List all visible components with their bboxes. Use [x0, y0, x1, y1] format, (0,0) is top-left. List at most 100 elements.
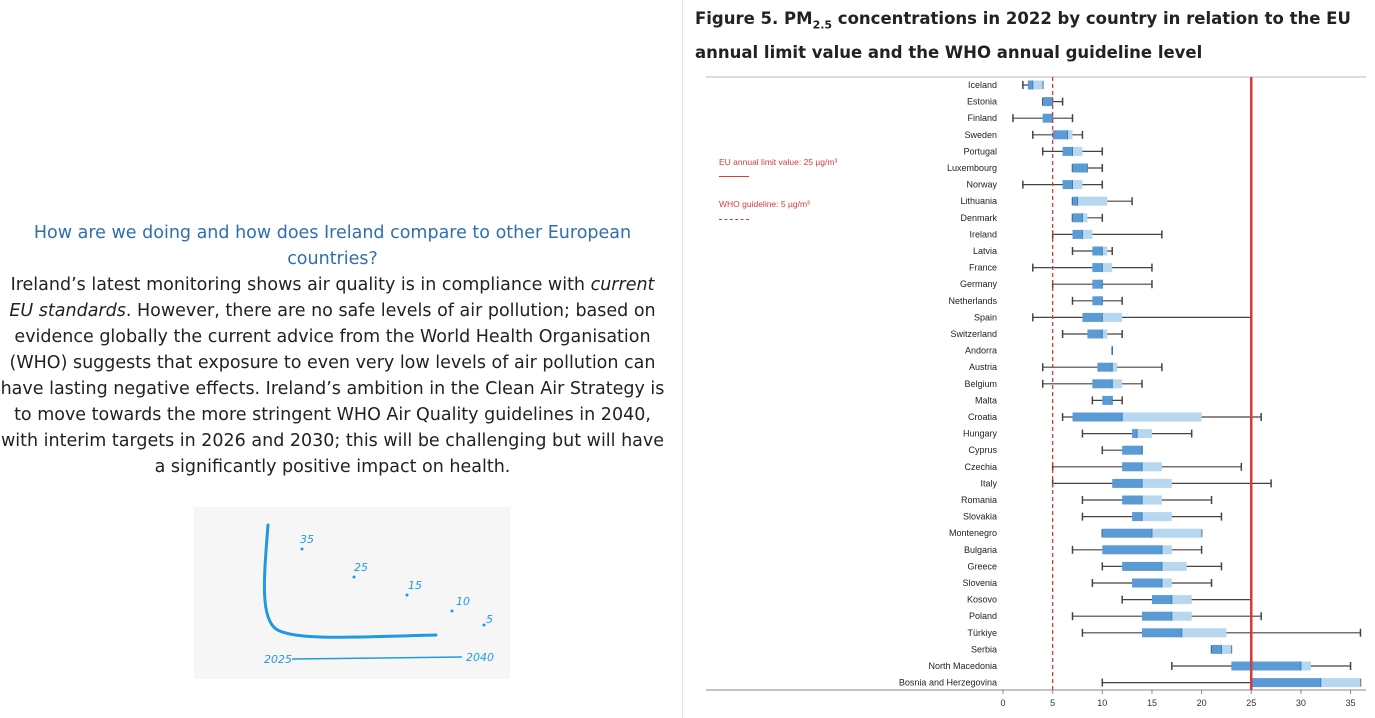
box-lower-half	[1052, 130, 1068, 140]
box-upper-half	[1082, 213, 1088, 223]
figure-title-suffix: concentrations in 2022 by country in rel…	[695, 9, 1351, 63]
box-lower-half	[1122, 561, 1162, 571]
handwritten-sketch: 35 25 15 10 5 2025 2040	[194, 507, 510, 679]
box-upper-half	[1137, 429, 1152, 439]
section-question: How are we doing and how does Ireland co…	[33, 223, 632, 269]
x-tick-label: 0	[1000, 698, 1005, 708]
country-label: Spain	[974, 312, 997, 322]
body-text-part-2: . However, there are no safe levels of a…	[0, 301, 665, 477]
box-lower-half	[1112, 478, 1143, 488]
country-label: Poland	[969, 611, 997, 621]
box-upper-half	[1112, 379, 1123, 389]
country-label: Türkiye	[967, 628, 997, 638]
country-label: Malta	[975, 395, 997, 405]
box-upper-half	[1102, 263, 1113, 273]
box-lower-half	[1251, 678, 1321, 688]
box-lower-half	[1042, 97, 1053, 107]
box-lower-half	[1072, 412, 1123, 422]
box-lower-half	[1092, 263, 1103, 273]
body-text-part-1: Ireland’s latest monitoring shows air qu…	[10, 275, 591, 295]
box-upper-half	[1102, 329, 1108, 339]
country-label: Iceland	[968, 80, 997, 90]
box-upper-half	[1112, 362, 1118, 372]
box-upper-half	[1082, 229, 1093, 239]
box-lower-half	[1092, 246, 1103, 256]
country-label: Belgium	[964, 379, 997, 389]
country-label: Austria	[969, 362, 997, 372]
x-tick-label: 20	[1197, 698, 1207, 708]
box-upper-half	[1122, 412, 1202, 422]
country-label: Kosovo	[967, 595, 997, 605]
box-upper-half	[1102, 312, 1123, 322]
box-lower-half	[1122, 445, 1143, 455]
box-upper-half	[1161, 545, 1172, 555]
box-upper-half	[1171, 595, 1192, 605]
intro-text-block: How are we doing and how does Ireland co…	[0, 220, 665, 480]
x-tick-label: 5	[1050, 698, 1055, 708]
country-label: Croatia	[968, 412, 997, 422]
country-label: Finland	[967, 113, 997, 123]
box-lower-half	[1132, 578, 1162, 588]
box-upper-half	[1102, 246, 1108, 256]
box-upper-half	[1142, 478, 1172, 488]
sketch-drawing: 35 25 15 10 5 2025 2040	[262, 523, 494, 666]
box-lower-half	[1102, 395, 1113, 405]
box-lower-half	[1211, 644, 1222, 654]
country-label: Cyprus	[968, 445, 997, 455]
box-upper-half	[1032, 80, 1043, 90]
country-label: Hungary	[963, 429, 998, 439]
sketch-label-35: 35	[300, 533, 314, 546]
box-lower-half	[1092, 296, 1103, 306]
box-upper-half	[1072, 180, 1083, 190]
box-lower-half	[1062, 146, 1073, 156]
box-upper-half	[1142, 512, 1172, 522]
box-lower-half	[1132, 429, 1138, 439]
country-label: Serbia	[971, 644, 997, 654]
box-lower-half	[1142, 628, 1182, 638]
country-label: Bosnia and Herzegovina	[899, 678, 997, 688]
box-upper-half	[1142, 495, 1162, 505]
country-label: Denmark	[960, 213, 997, 223]
sketch-label-2040: 2040	[466, 651, 494, 664]
country-label: Switzerland	[950, 329, 997, 339]
country-label: Greece	[967, 561, 997, 571]
figure-title: Figure 5. PM2.5 concentrations in 2022 b…	[695, 5, 1355, 67]
box-upper-half	[1171, 611, 1192, 621]
country-label: Andorra	[965, 346, 997, 356]
sketch-label-25: 25	[354, 561, 368, 574]
x-tick-label: 15	[1147, 698, 1157, 708]
sketch-label-5: 5	[486, 613, 493, 626]
country-label: Ireland	[969, 229, 997, 239]
country-label: Portugal	[963, 146, 997, 156]
figure-title-subscript: 2.5	[812, 18, 833, 32]
box-upper-half	[1151, 528, 1202, 538]
country-label: Estonia	[967, 97, 997, 107]
box-lower-half	[1072, 163, 1088, 173]
x-tick-label: 35	[1346, 698, 1356, 708]
box-lower-half	[1042, 113, 1053, 123]
box-lower-half	[1132, 512, 1143, 522]
country-label: Netherlands	[948, 296, 997, 306]
box-upper-half	[1072, 146, 1083, 156]
box-upper-half	[1077, 196, 1108, 206]
box-lower-half	[1092, 379, 1113, 389]
country-label: Germany	[960, 279, 998, 289]
body-text-emphasis: current EU standards	[9, 275, 655, 321]
box-lower-half	[1102, 545, 1162, 555]
country-label: Latvia	[973, 246, 997, 256]
country-label: Lithuania	[960, 196, 997, 206]
box-upper-half	[1221, 644, 1232, 654]
box-upper-half	[1161, 561, 1187, 571]
box-upper-half	[1067, 130, 1073, 140]
box-lower-half	[1087, 329, 1103, 339]
sketch-label-10: 10	[456, 595, 470, 608]
country-label: Luxembourg	[947, 163, 997, 173]
box-upper-half	[1300, 661, 1311, 671]
box-lower-half	[1072, 213, 1083, 223]
country-label: Italy	[980, 478, 997, 488]
country-label: Norway	[966, 180, 997, 190]
figure-title-prefix: Figure 5. PM	[695, 9, 813, 28]
legend-who-guideline: WHO guideline: 5 µg/m³	[719, 199, 810, 209]
box-lower-half	[1072, 196, 1078, 206]
box-lower-half	[1151, 595, 1172, 605]
